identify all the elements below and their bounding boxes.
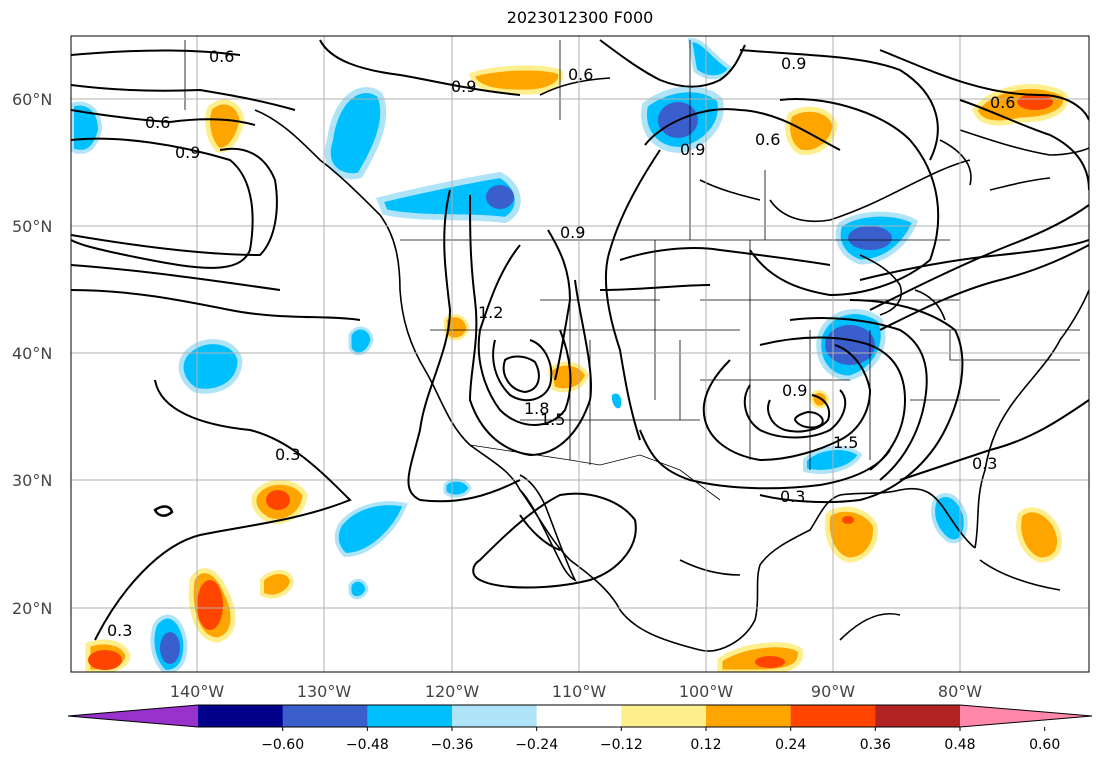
contour-label: 0.9 — [782, 381, 807, 400]
negative-anomaly-region — [848, 226, 892, 250]
colorbar-segment — [198, 705, 284, 727]
colorbar-tick-label: 0.36 — [860, 737, 891, 753]
positive-anomaly-region — [824, 506, 878, 563]
negative-anomaly-region — [825, 325, 875, 365]
colorbar-tick-label: 0.24 — [775, 737, 806, 753]
positive-anomaly-region — [88, 650, 122, 670]
positive-anomaly-region — [197, 580, 223, 630]
negative-anomaly-region — [348, 326, 374, 356]
lon-label: 130°W — [297, 682, 352, 701]
contour-label: 0.9 — [680, 140, 705, 159]
contour-label: 0.6 — [209, 47, 234, 66]
negative-anomaly-region — [931, 493, 968, 544]
positive-anomaly-region — [205, 99, 245, 153]
lon-label: 100°W — [679, 682, 734, 701]
colorbar-segment — [536, 705, 622, 727]
colorbar-segment — [706, 705, 792, 727]
contour-label: 0.6 — [990, 93, 1015, 112]
positive-anomaly-region — [755, 656, 785, 668]
contour-label: 0.3 — [107, 621, 132, 640]
contour-label: 0.6 — [145, 113, 170, 132]
lat-label: 50°N — [12, 217, 52, 236]
graticule — [71, 36, 1089, 672]
contour-label: 1.8 — [524, 399, 549, 418]
colorbar-extension-high — [960, 705, 1092, 727]
positive-anomaly-region — [1016, 507, 1062, 563]
colorbar-tick-label: 0.12 — [690, 737, 721, 753]
lon-label: 80°W — [938, 682, 982, 701]
colorbar-tick-label: 0.48 — [944, 737, 975, 753]
colorbar-outline — [67, 704, 1093, 728]
negative-anomaly-region — [611, 393, 622, 409]
negative-anomaly-region — [334, 501, 408, 558]
positive-anomaly-region — [547, 361, 590, 393]
longitude-labels: 140°W 130°W 120°W 110°W 100°W 90°W 80°W — [170, 682, 982, 701]
contour-label: 0.9 — [560, 223, 585, 242]
colorbar-tick-label: −0.24 — [515, 737, 558, 753]
lon-label: 140°W — [170, 682, 225, 701]
map-title: 2023012300 F000 — [506, 8, 654, 27]
map-frame — [70, 35, 1090, 673]
contour-label: 0.6 — [755, 130, 780, 149]
colorbar-tick-label: −0.12 — [600, 737, 643, 753]
contour-label: 1.2 — [478, 303, 503, 322]
lat-label: 20°N — [12, 599, 52, 618]
latitude-labels: 60°N 50°N 40°N 30°N 20°N — [12, 90, 52, 618]
negative-anomaly-region — [160, 632, 180, 664]
colorbar-segment — [621, 705, 707, 727]
negative-anomaly-region — [178, 339, 243, 394]
colorbar-segment — [367, 705, 453, 727]
contour-label: 0.9 — [781, 54, 806, 73]
colorbar-tick-label: −0.48 — [346, 737, 389, 753]
contour-label: 0.3 — [780, 487, 805, 506]
contour-labels: 0.6 0.9 0.6 0.9 0.6 0.9 0.6 0.9 0.6 0.9 … — [107, 47, 1015, 640]
contour-label: 0.3 — [275, 445, 300, 464]
lat-label: 40°N — [12, 344, 52, 363]
negative-anomaly-region — [348, 578, 369, 600]
contour-label: 0.6 — [568, 65, 593, 84]
contour-label: 0.9 — [175, 143, 200, 162]
positive-anomaly-region — [842, 516, 854, 524]
colorbar-tick-label: −0.60 — [261, 737, 304, 753]
colorbar-segment — [282, 705, 368, 727]
colorbar-extension-low — [68, 705, 198, 727]
negative-anomaly-region — [443, 478, 472, 498]
contour-lines — [71, 39, 1089, 641]
negative-anomaly-region — [687, 37, 733, 80]
positive-anomaly-region — [266, 490, 290, 510]
lon-label: 110°W — [552, 682, 607, 701]
lat-label: 60°N — [12, 90, 52, 109]
colorbar-tick-label: 0.60 — [1029, 737, 1060, 753]
positive-anomaly-region — [260, 570, 295, 599]
lon-label: 90°W — [811, 682, 855, 701]
lat-label: 30°N — [12, 471, 52, 490]
contour-label: 0.9 — [451, 77, 476, 96]
contour-label: 1.5 — [540, 410, 565, 429]
colorbar-segment — [875, 705, 961, 727]
colorbar: −0.60 −0.48 −0.36 −0.24 −0.12 0.12 0.24 0.36 0.4… — [67, 704, 1093, 753]
colorbar-segment — [790, 705, 876, 727]
negative-anomaly-region — [486, 185, 514, 209]
contour-label: 1.5 — [833, 433, 858, 452]
negative-anomaly-region — [324, 87, 387, 180]
positive-anomaly-region — [1017, 94, 1053, 110]
colorbar-segment — [452, 705, 538, 727]
map-background — [71, 36, 1089, 672]
colorbar-tick-label: −0.36 — [431, 737, 474, 753]
coastlines — [153, 77, 1089, 652]
lon-label: 120°W — [425, 682, 480, 701]
positive-anomaly-region — [469, 65, 564, 95]
contour-label: 0.3 — [972, 454, 997, 473]
positive-anomaly-region — [443, 314, 470, 341]
